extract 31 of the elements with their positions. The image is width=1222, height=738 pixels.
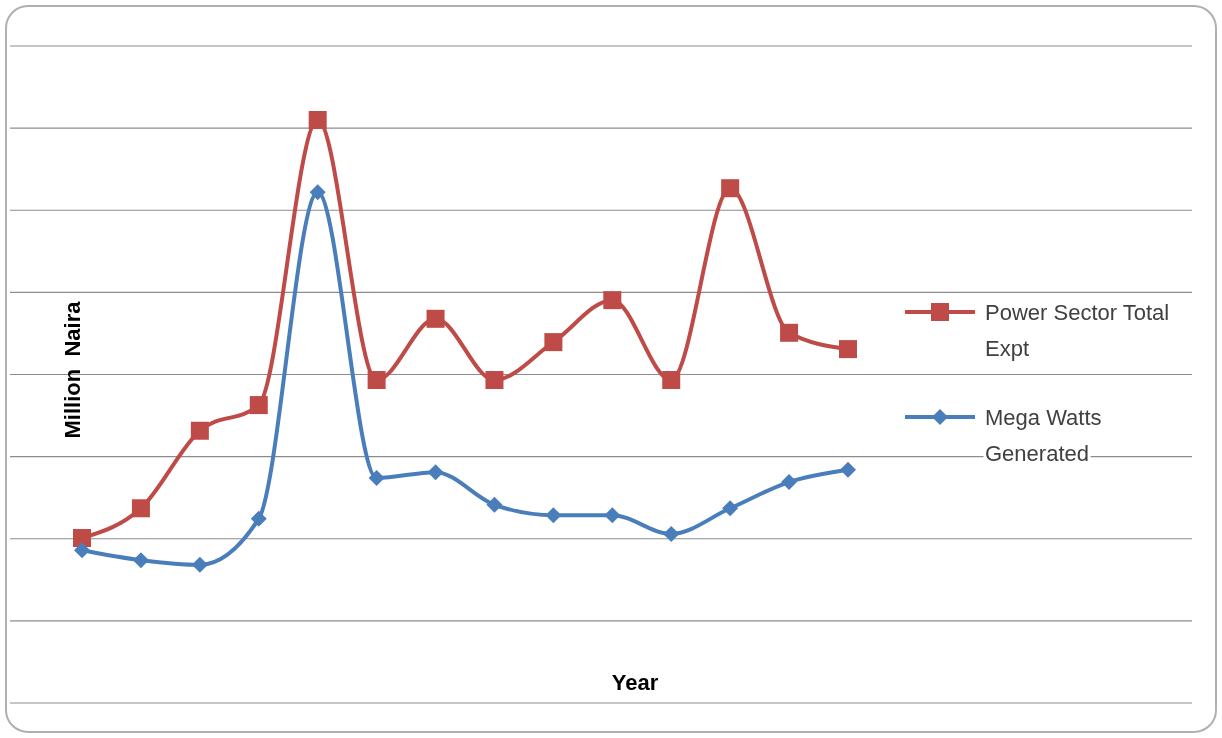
point xyxy=(781,474,798,491)
point xyxy=(74,542,90,559)
point xyxy=(131,499,150,518)
point xyxy=(780,323,799,342)
point xyxy=(191,556,208,573)
point xyxy=(721,179,740,198)
x-axis-title: Year xyxy=(611,670,659,695)
point xyxy=(662,371,681,390)
point xyxy=(544,333,563,352)
point xyxy=(839,340,857,359)
point xyxy=(368,469,385,486)
point xyxy=(604,507,621,524)
point xyxy=(722,500,739,517)
point xyxy=(249,396,268,415)
point xyxy=(132,552,149,569)
point xyxy=(663,525,680,542)
point xyxy=(840,461,856,478)
point xyxy=(426,309,445,328)
point xyxy=(309,184,326,201)
point xyxy=(73,529,91,548)
point xyxy=(427,464,444,481)
y-axis-title: Million Naira xyxy=(60,300,85,439)
legend-label: Power Sector Total Expt xyxy=(985,300,1170,361)
point xyxy=(485,371,504,390)
point xyxy=(545,507,562,524)
point xyxy=(250,510,267,527)
point xyxy=(367,371,386,390)
point xyxy=(190,421,209,440)
point xyxy=(486,496,503,513)
point xyxy=(603,291,622,310)
point xyxy=(308,111,327,129)
